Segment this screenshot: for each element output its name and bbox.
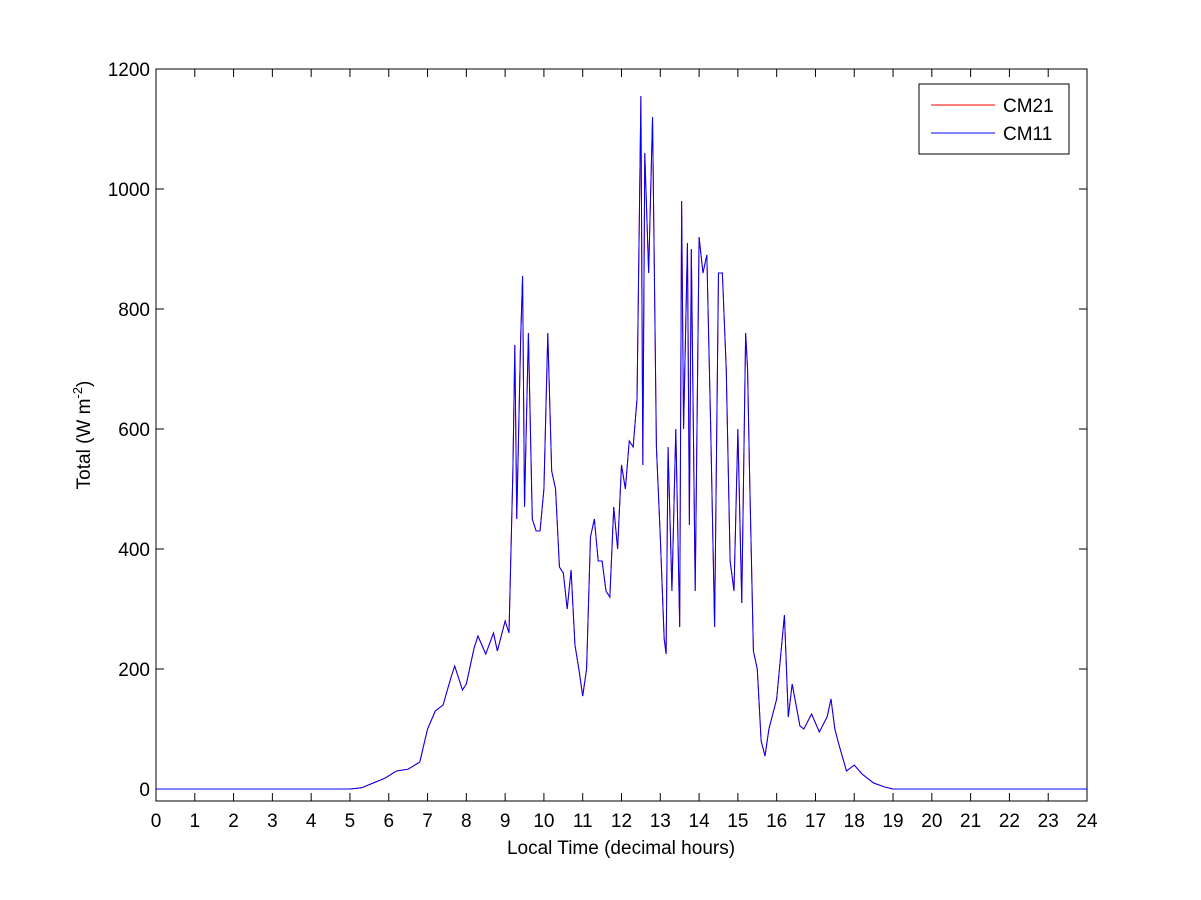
x-tick-label: 5 (345, 811, 356, 832)
x-tick-label: 17 (805, 811, 826, 832)
x-tick-label: 21 (960, 811, 981, 832)
legend-label: CM21 (1003, 96, 1054, 117)
legend-label: CM11 (1003, 124, 1052, 145)
x-tick-label: 14 (689, 811, 711, 832)
x-tick-label: 6 (383, 811, 394, 832)
x-tick-label: 15 (727, 811, 748, 832)
plot-area (155, 68, 1088, 802)
x-tick-label: 11 (573, 811, 593, 832)
x-tick-label: 10 (533, 811, 554, 832)
x-tick-label: 24 (1076, 811, 1098, 832)
y-label-end: ) (74, 381, 95, 387)
y-tick-label: 400 (118, 540, 150, 561)
x-tick-label: 12 (611, 811, 632, 832)
x-tick-label: 19 (882, 811, 903, 832)
x-tick-label: 3 (267, 811, 278, 832)
x-tick-label: 1 (190, 811, 201, 832)
series-line (156, 95, 1087, 790)
y-tick-label: 1000 (108, 180, 150, 201)
x-tick-label: 20 (921, 811, 942, 832)
x-tick-label: 13 (650, 811, 671, 832)
x-tick-label: 8 (461, 811, 472, 832)
y-label-main: Total (W m (74, 399, 95, 490)
x-tick-label: 9 (500, 811, 511, 832)
y-tick-label: 1200 (108, 60, 150, 81)
x-tick-label: 2 (228, 811, 239, 832)
y-tick-label: 600 (118, 420, 150, 441)
legend-box (918, 83, 1070, 155)
y-tick-label: 0 (139, 780, 150, 801)
x-tick-label: 22 (999, 811, 1020, 832)
x-tick-label: 16 (766, 811, 787, 832)
x-axis-label: Local Time (decimal hours) (507, 838, 735, 859)
x-tick-label: 0 (151, 811, 162, 832)
x-tick-label: 18 (844, 811, 865, 832)
x-tick-label: 4 (306, 811, 317, 832)
x-tick-label: 7 (422, 811, 433, 832)
y-tick-label: 200 (118, 660, 150, 681)
x-tick-label: 23 (1038, 811, 1059, 832)
y-tick-label: 800 (118, 300, 150, 321)
y-label-sup: -2 (70, 387, 85, 399)
y-axis-label: Total (W m-2) (70, 381, 95, 490)
